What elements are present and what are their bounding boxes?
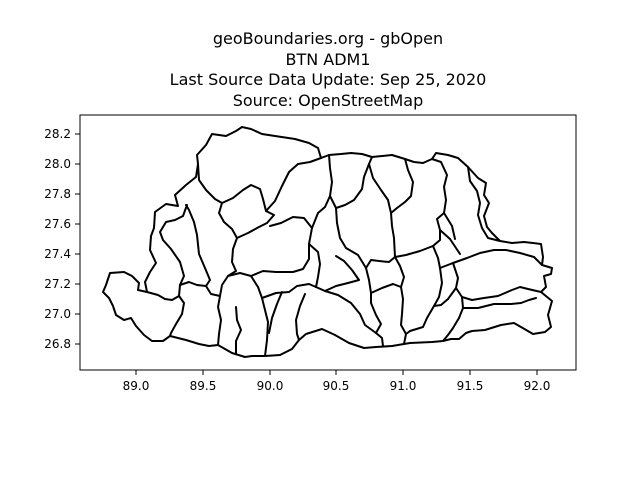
x-axis: 89.0 89.5 90.0 90.5 91.0 91.5 92.0 [123, 370, 551, 393]
district-boundary [329, 195, 367, 269]
y-tick-label: 27.6 [44, 217, 71, 231]
district-boundary [146, 204, 188, 301]
y-tick-label: 28.0 [44, 157, 71, 171]
x-tick-label: 89.5 [190, 379, 217, 393]
district-boundary [169, 295, 185, 337]
axes-frame [79, 114, 577, 371]
y-tick-label: 27.2 [44, 277, 71, 291]
y-tick-label: 27.0 [44, 307, 71, 321]
district-boundary [443, 212, 456, 240]
district-boundary [179, 204, 211, 287]
district-boundary [335, 156, 373, 209]
y-tick-label: 28.2 [44, 127, 71, 141]
district-boundary [268, 291, 283, 334]
district-boundary [368, 163, 396, 258]
x-tick-label: 89.0 [123, 379, 150, 393]
country-map [102, 126, 553, 358]
x-tick-label: 90.0 [257, 379, 284, 393]
district-boundary [265, 157, 322, 212]
district-boundary [467, 166, 501, 242]
y-tick-label: 26.8 [44, 337, 71, 351]
y-tick-label: 27.8 [44, 187, 71, 201]
district-boundary [439, 229, 461, 255]
title-line-3: Last Source Data Update: Sep 25, 2020 [170, 70, 487, 89]
district-boundary [235, 306, 242, 354]
district-boundary [462, 297, 537, 309]
district-boundary [375, 332, 384, 347]
district-boundary [452, 262, 542, 301]
district-boundary [394, 256, 405, 288]
district-boundary [439, 249, 543, 269]
title-line-1: geoBoundaries.org - gbOpen [213, 29, 443, 48]
district-boundary [250, 154, 333, 277]
y-axis: 26.8 27.0 27.2 27.4 27.6 27.8 28.0 28.2 [44, 127, 80, 351]
district-boundary [442, 296, 464, 342]
y-tick-label: 27.4 [44, 247, 71, 261]
x-tick-label: 90.5 [323, 379, 350, 393]
x-tick-label: 91.0 [390, 379, 417, 393]
district-boundary [261, 283, 317, 299]
district-boundary [308, 243, 321, 288]
district-boundary [295, 293, 306, 341]
district-boundary [227, 272, 269, 357]
district-boundary [335, 255, 360, 281]
district-boundary [315, 256, 396, 334]
title-line-4: Source: OpenStreetMap [233, 91, 424, 110]
district-boundary [433, 287, 457, 307]
x-tick-label: 92.0 [524, 379, 551, 393]
title-line-2: BTN ADM1 [285, 50, 370, 69]
district-boundary [405, 245, 443, 335]
country-outline [102, 126, 553, 358]
district-boundary [217, 295, 222, 346]
district-boundary [221, 184, 275, 239]
district-boundary [370, 283, 407, 345]
district-boundary [394, 158, 448, 258]
district-boundary [269, 216, 313, 229]
x-tick-label: 91.5 [457, 379, 484, 393]
district-boundary [390, 158, 414, 214]
district-boundary [324, 279, 360, 292]
